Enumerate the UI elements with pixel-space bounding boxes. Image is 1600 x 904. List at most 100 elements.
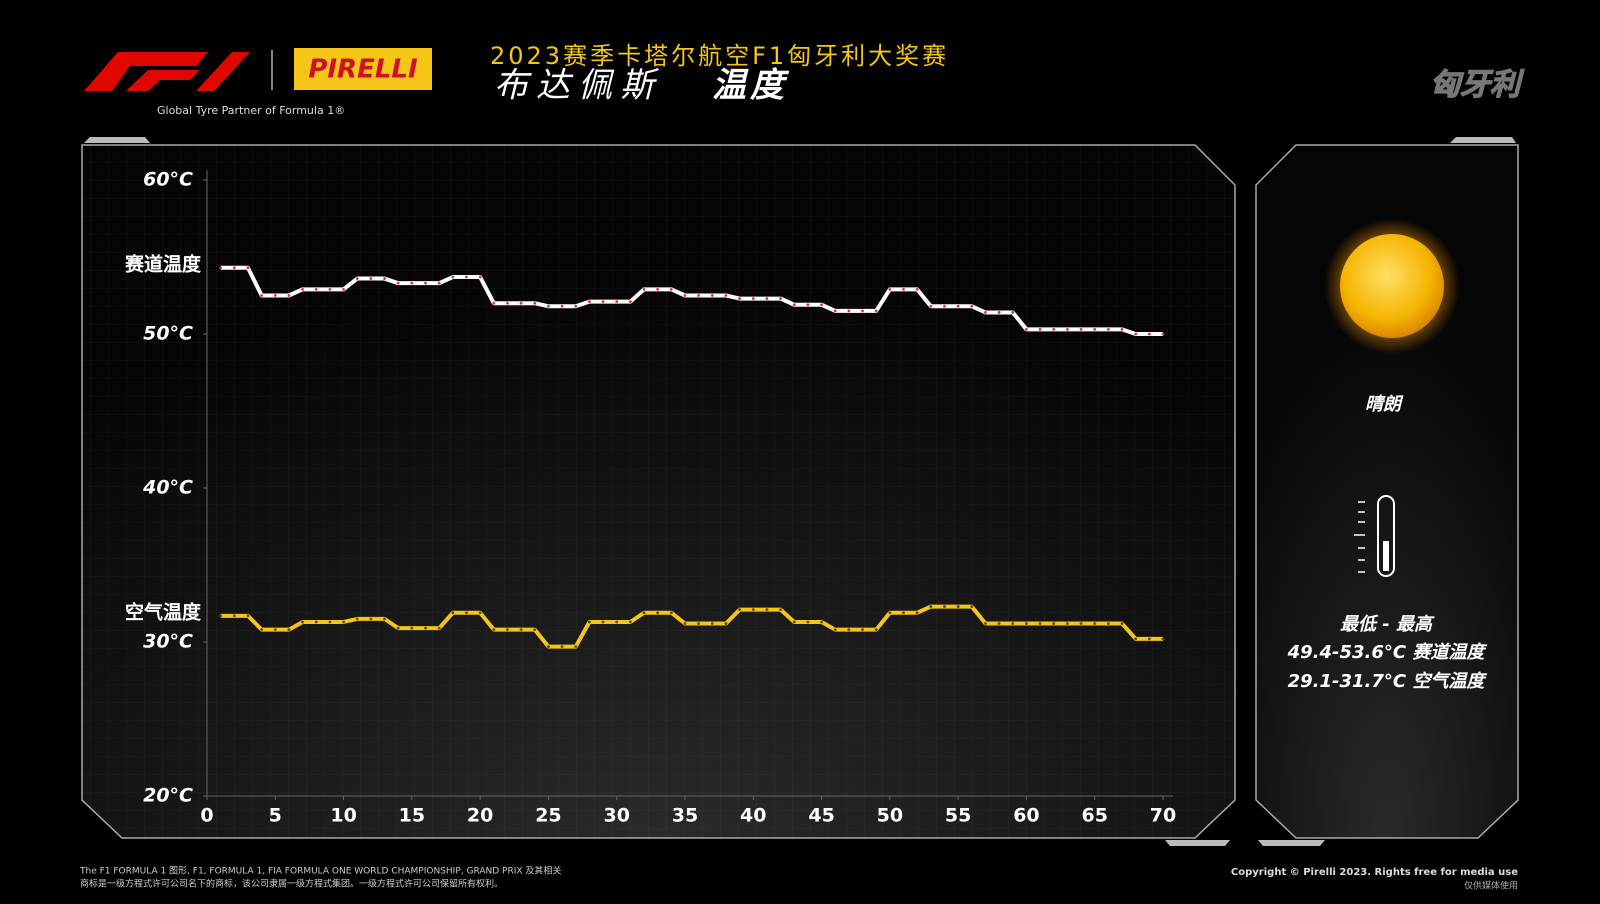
point [943, 605, 946, 608]
track-range: 49.4-53.6°C 赛道温度 [1287, 642, 1488, 663]
y-tick-label: 20°C [143, 785, 193, 807]
point [628, 300, 632, 304]
point [1093, 622, 1097, 625]
point [738, 297, 742, 300]
x-tick-label: 30 [603, 805, 629, 827]
point [396, 281, 400, 285]
panel-tab [1165, 840, 1230, 846]
pirelli-logo [294, 48, 432, 90]
point [383, 277, 386, 280]
point [314, 287, 318, 291]
sun-icon [1340, 234, 1444, 338]
point [970, 605, 974, 608]
point [1161, 637, 1165, 641]
point [301, 287, 304, 291]
point [929, 605, 933, 608]
point [710, 294, 714, 297]
point [1147, 637, 1151, 641]
point [861, 628, 864, 632]
point [779, 608, 782, 612]
point [1106, 327, 1110, 331]
point [615, 620, 619, 624]
point [669, 287, 673, 291]
point [369, 277, 373, 280]
point [574, 304, 578, 308]
point [888, 287, 892, 291]
x-tick-label: 25 [535, 805, 561, 827]
y-tick-label: 30°C [143, 631, 193, 653]
range-header: 最低 - 最高 [1340, 614, 1435, 635]
point [724, 294, 728, 297]
point [1079, 622, 1083, 625]
weather-label: 晴朗 [1365, 394, 1404, 415]
region-label: 匈牙利 [1430, 68, 1525, 103]
x-tick-label: 55 [945, 805, 971, 827]
point [465, 611, 468, 615]
point [478, 275, 482, 279]
point [751, 297, 755, 300]
point [342, 287, 345, 291]
point [642, 611, 646, 615]
sidebar-panel [1255, 144, 1519, 839]
point [273, 294, 277, 297]
point [724, 622, 728, 625]
panel-texture [82, 145, 1235, 838]
point [1093, 327, 1097, 331]
point [328, 620, 332, 624]
point [273, 628, 277, 632]
point [1011, 622, 1015, 625]
point [710, 622, 714, 625]
x-tick-label: 65 [1081, 805, 1107, 827]
point [833, 628, 837, 632]
point [956, 304, 960, 308]
point [642, 287, 646, 291]
point [451, 611, 455, 615]
point [779, 297, 782, 300]
point [847, 309, 851, 313]
point [956, 605, 960, 608]
point [943, 304, 946, 308]
point [287, 294, 291, 297]
legal-text: The F1 FORMULA 1 图形, F1, FORMULA 1, FIA … [79, 865, 561, 877]
x-tick-label: 60 [1013, 805, 1039, 827]
x-tick-label: 50 [877, 805, 903, 827]
point [874, 309, 878, 313]
point [246, 614, 250, 618]
pirelli-text: PIRELLI [308, 55, 418, 85]
point [547, 645, 550, 649]
point [806, 303, 810, 307]
point [683, 294, 687, 297]
point [396, 626, 400, 630]
point [574, 645, 578, 649]
point [683, 622, 687, 625]
point [847, 628, 851, 632]
point [437, 626, 441, 630]
point [301, 620, 304, 624]
point [1052, 622, 1056, 625]
point [260, 294, 264, 297]
point [492, 628, 496, 632]
point [792, 303, 796, 307]
y-tick-label: 60°C [143, 169, 193, 191]
point [751, 608, 755, 612]
point [342, 620, 345, 624]
point [219, 614, 223, 618]
x-tick-label: 15 [399, 805, 425, 827]
legend-label: 赛道温度 [124, 252, 202, 275]
point [533, 628, 537, 632]
point [492, 301, 496, 305]
point [410, 626, 414, 630]
y-tick-label: 40°C [142, 477, 193, 499]
x-tick-label: 70 [1150, 805, 1176, 827]
point [560, 304, 564, 308]
point [820, 303, 823, 307]
point [861, 309, 864, 313]
point [656, 611, 660, 615]
point [1134, 332, 1138, 336]
point [765, 608, 769, 612]
point [547, 304, 550, 308]
point [984, 311, 987, 314]
x-tick-label: 5 [269, 805, 282, 827]
point [1025, 327, 1028, 331]
point [697, 622, 701, 625]
